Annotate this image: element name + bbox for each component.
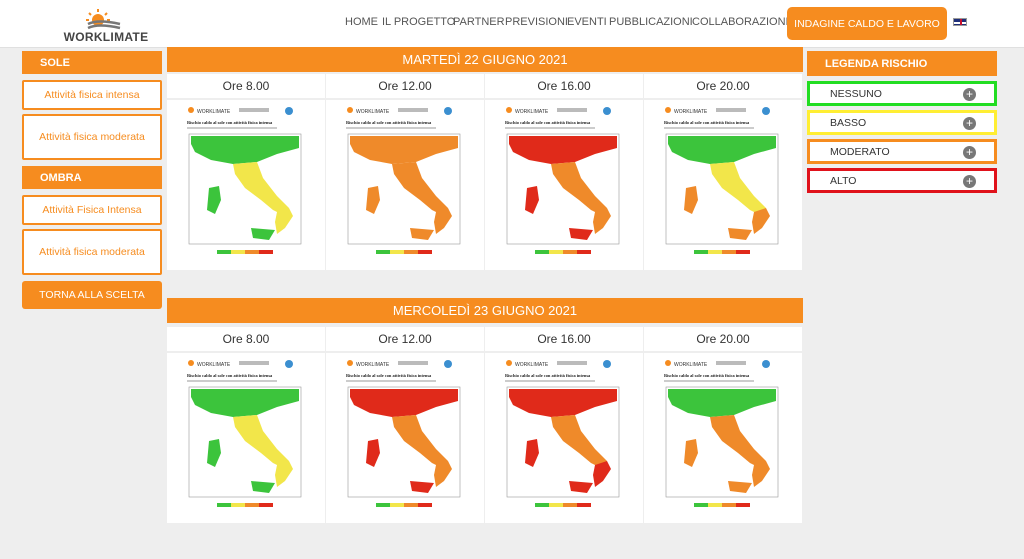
svg-text:Rischio caldo al sole con atti: Rischio caldo al sole con attività fisic…: [346, 373, 432, 378]
nav-eventi[interactable]: EVENTI: [567, 16, 607, 28]
svg-text:WORKLIMATE: WORKLIMATE: [197, 109, 231, 115]
risk-map-card[interactable]: WORKLIMATE Rischio caldo al sole con atti…: [167, 100, 325, 270]
indagine-button[interactable]: INDAGINE CALDO E LAVORO: [787, 7, 947, 40]
sole-attivita-intensa-button[interactable]: Attività fisica intensa: [22, 80, 162, 110]
hour-label: Ore 20.00: [644, 327, 802, 352]
nav-pubblicazioni[interactable]: PUBBLICAZIONI: [609, 16, 693, 28]
risk-map-card[interactable]: WORKLIMATE Rischio caldo al sole con atti…: [644, 100, 802, 270]
svg-text:WORKLIMATE: WORKLIMATE: [674, 362, 708, 368]
svg-text:Rischio caldo al sole con atti: Rischio caldo al sole con attività fisic…: [346, 120, 432, 125]
hour-label: Ore 16.00: [485, 74, 643, 99]
risk-map-card[interactable]: WORKLIMATE Rischio caldo al sole con atti…: [326, 100, 484, 270]
uk-flag-icon[interactable]: [953, 18, 967, 26]
legend-nessuno[interactable]: NESSUNO +: [807, 81, 997, 106]
svg-text:WORKLIMATE: WORKLIMATE: [515, 109, 549, 115]
svg-text:WORKLIMATE: WORKLIMATE: [515, 362, 549, 368]
legend-alto[interactable]: ALTO +: [807, 168, 997, 193]
svg-text:WORKLIMATE: WORKLIMATE: [197, 362, 231, 368]
legend-label: BASSO: [830, 116, 867, 129]
svg-text:WORKLIMATE: WORKLIMATE: [674, 109, 708, 115]
hour-label: Ore 20.00: [644, 74, 802, 99]
risk-map-card[interactable]: WORKLIMATE Rischio caldo al sole con atti…: [644, 353, 802, 523]
italy-risk-map: WORKLIMATE Rischio caldo al sole con atti…: [181, 357, 311, 519]
nav-il-progetto[interactable]: IL PROGETTO: [382, 16, 456, 28]
plus-circle-icon[interactable]: +: [963, 146, 976, 159]
svg-text:Rischio caldo al sole con atti: Rischio caldo al sole con attività fisic…: [187, 373, 273, 378]
nav-home[interactable]: HOME: [345, 16, 378, 28]
hour-label: Ore 16.00: [485, 327, 643, 352]
ombra-attivita-moderata-button[interactable]: Attività fisica moderata: [22, 229, 162, 275]
svg-text:Rischio caldo al sole con atti: Rischio caldo al sole con attività fisic…: [664, 373, 750, 378]
risk-map-card[interactable]: WORKLIMATE Rischio caldo al sole con atti…: [167, 353, 325, 523]
legenda-heading: LEGENDA RISCHIO: [807, 51, 997, 76]
hour-label: Ore 8.00: [167, 327, 325, 352]
sun-waves-logo-icon: [86, 9, 121, 30]
italy-risk-map: WORKLIMATE Rischio caldo al sole con atti…: [340, 104, 470, 266]
italy-risk-map: WORKLIMATE Rischio caldo al sole con atti…: [499, 357, 629, 519]
plus-circle-icon[interactable]: +: [963, 117, 976, 130]
svg-text:Rischio caldo al sole con atti: Rischio caldo al sole con attività fisic…: [505, 120, 591, 125]
italy-risk-map: WORKLIMATE Rischio caldo al sole con atti…: [499, 104, 629, 266]
worklimate-logo[interactable]: WORKLIMATE: [58, 8, 154, 44]
day-heading: MARTEDÌ 22 GIUGNO 2021: [167, 47, 803, 72]
day-heading: MERCOLEDÌ 23 GIUGNO 2021: [167, 298, 803, 323]
legend-basso[interactable]: BASSO +: [807, 110, 997, 135]
plus-circle-icon[interactable]: +: [963, 88, 976, 101]
risk-map-card[interactable]: WORKLIMATE Rischio caldo al sole con atti…: [485, 353, 643, 523]
svg-text:WORKLIMATE: WORKLIMATE: [356, 109, 390, 115]
italy-risk-map: WORKLIMATE Rischio caldo al sole con atti…: [658, 104, 788, 266]
hour-label: Ore 8.00: [167, 74, 325, 99]
ombra-attivita-intensa-button[interactable]: Attività Fisica Intensa: [22, 195, 162, 225]
svg-text:WORKLIMATE: WORKLIMATE: [356, 362, 390, 368]
risk-map-card[interactable]: WORKLIMATE Rischio caldo al sole con atti…: [326, 353, 484, 523]
site-header: WORKLIMATE HOME IL PROGETTO PARTNER PREV…: [0, 0, 1024, 48]
hour-label: Ore 12.00: [326, 327, 484, 352]
logo-text: WORKLIMATE: [63, 30, 149, 44]
italy-risk-map: WORKLIMATE Rischio caldo al sole con atti…: [658, 357, 788, 519]
svg-text:Rischio caldo al sole con atti: Rischio caldo al sole con attività fisic…: [187, 120, 273, 125]
legend-label: NESSUNO: [830, 87, 882, 100]
svg-text:Rischio caldo al sole con atti: Rischio caldo al sole con attività fisic…: [505, 373, 591, 378]
sole-attivita-moderata-button[interactable]: Attività fisica moderata: [22, 114, 162, 160]
nav-collaborazioni[interactable]: COLLABORAZIONI: [692, 16, 789, 28]
ombra-heading: OMBRA: [22, 166, 162, 189]
risk-map-card[interactable]: WORKLIMATE Rischio caldo al sole con atti…: [485, 100, 643, 270]
nav-previsioni[interactable]: PREVISIONI: [505, 16, 568, 28]
italy-risk-map: WORKLIMATE Rischio caldo al sole con atti…: [340, 357, 470, 519]
svg-text:Rischio caldo al sole con atti: Rischio caldo al sole con attività fisic…: [664, 120, 750, 125]
nav-partner[interactable]: PARTNER: [453, 16, 505, 28]
legend-label: ALTO: [830, 174, 857, 187]
legend-label: MODERATO: [830, 145, 890, 158]
sole-heading: SOLE: [22, 51, 162, 74]
legend-moderato[interactable]: MODERATO +: [807, 139, 997, 164]
torna-alla-scelta-button[interactable]: TORNA ALLA SCELTA: [22, 281, 162, 309]
italy-risk-map: WORKLIMATE Rischio caldo al sole con atti…: [181, 104, 311, 266]
hour-label: Ore 12.00: [326, 74, 484, 99]
plus-circle-icon[interactable]: +: [963, 175, 976, 188]
